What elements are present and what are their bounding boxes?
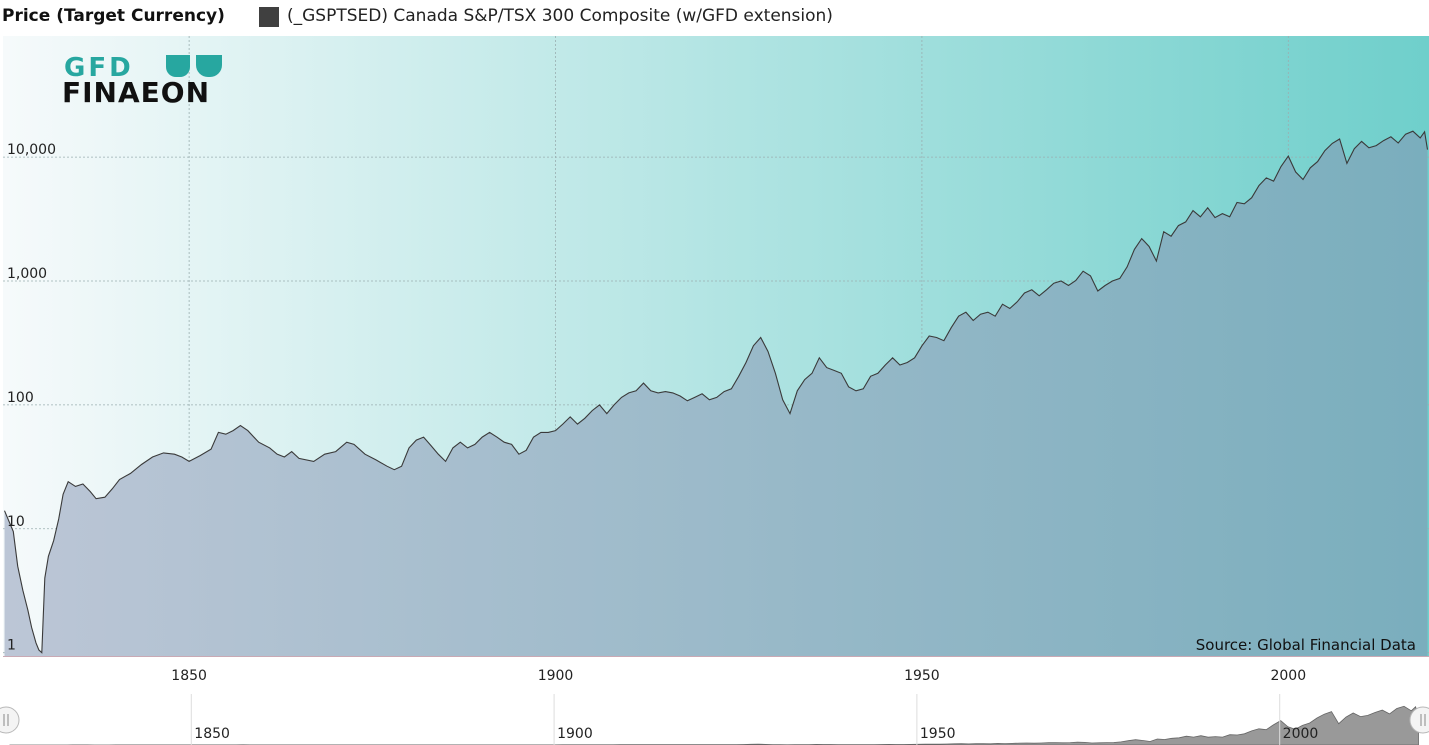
chart-title: Price (Target Currency): [2, 6, 225, 26]
logo-line2: FINAEON: [62, 76, 210, 108]
y-tick-label: 100: [7, 390, 34, 406]
x-tick-label: 1950: [904, 668, 940, 684]
legend-series-label[interactable]: (_GSPTSED) Canada S&P/TSX 300 Composite …: [287, 6, 833, 26]
navigator-tick-label: 1850: [194, 726, 230, 742]
chart-legend: Price (Target Currency) (_GSPTSED) Canad…: [0, 0, 1429, 34]
series-line: [3, 130, 1429, 654]
y-tick-label: 10: [7, 514, 25, 530]
range-navigator[interactable]: 1850 1900 1950 2000: [0, 694, 1429, 745]
x-tick-label: 2000: [1270, 668, 1306, 684]
y-tick-label: 10,000: [7, 142, 56, 158]
legend-swatch[interactable]: [259, 7, 279, 27]
navigator-tick-label: 1900: [557, 726, 593, 742]
source-label: Source: Global Financial Data: [1195, 636, 1416, 654]
gfd-finaeon-logo: GFD FINAEON: [62, 53, 222, 108]
leaf-icon: [166, 55, 222, 77]
y-tick-label: 1,000: [7, 266, 47, 282]
x-tick-label: 1850: [171, 668, 207, 684]
series-area: [4, 131, 1428, 656]
navigator-tick-label: 2000: [1283, 726, 1319, 742]
navigator-tick-label: 1950: [920, 726, 956, 742]
logo-line1: GFD: [64, 53, 134, 83]
y-tick-label: 1: [7, 638, 16, 654]
price-chart: 1 10 100 1,000 10,000 1850 1900 1950 2000: [3, 36, 1429, 684]
x-tick-label: 1900: [538, 668, 574, 684]
navigator-right-handle[interactable]: [1409, 706, 1429, 734]
navigator-left-handle[interactable]: [0, 706, 20, 734]
